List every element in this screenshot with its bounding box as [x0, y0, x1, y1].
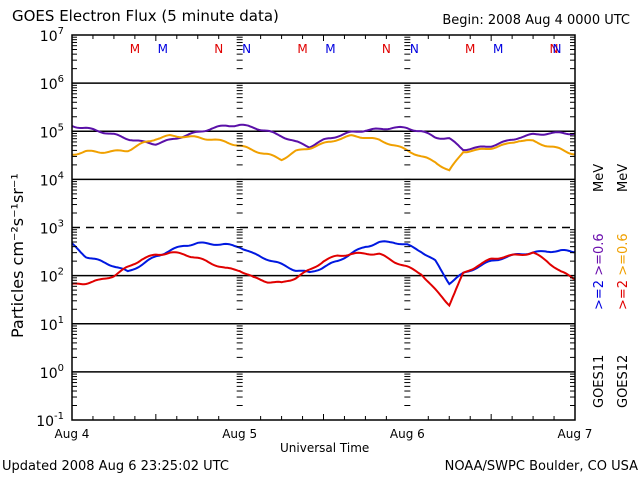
series-line-goes11-0-6-mev	[71, 123, 576, 152]
legend-entry: >=0.6	[616, 233, 631, 280]
y-tick-label: 106	[40, 74, 64, 93]
legend-entry: >=2	[616, 280, 631, 310]
marker-M: M	[325, 42, 335, 56]
series-layer	[71, 123, 576, 308]
marker-N: N	[553, 42, 562, 56]
marker-M: M	[130, 42, 140, 56]
credit-label: NOAA/SWPC Boulder, CO USA	[444, 459, 638, 474]
updated-timestamp: Updated 2008 Aug 6 23:25:02 UTC	[2, 459, 229, 474]
legend-unit: MeV	[616, 164, 631, 192]
marker-N: N	[550, 42, 559, 56]
y-tick-label: 101	[40, 315, 64, 334]
legend-entries-goes11: >=2 >=0.6	[592, 233, 607, 310]
marker-M: M	[465, 42, 475, 56]
marker-M: M	[493, 42, 503, 56]
legend-entry: >=2	[592, 280, 607, 310]
series-line-goes12-2-mev	[71, 251, 576, 308]
noon-midnight-markers: M M N N M M N N M M NN	[130, 42, 562, 56]
legend-entry: >=0.6	[592, 233, 607, 280]
legend: GOES11 >=2 >=0.6 MeV GOES12 >=2 >=0.6 MeV	[592, 164, 631, 408]
x-axis-label: Universal Time	[280, 441, 370, 455]
y-tick-label: 105	[40, 122, 64, 141]
plot-frame	[71, 34, 576, 421]
marker-N: N	[214, 42, 223, 56]
x-tick-label: Aug 6	[390, 427, 425, 441]
series-line-goes12-0-6-mev	[72, 133, 575, 172]
y-tick-label: 107	[40, 26, 64, 45]
legend-satellite-goes12: GOES12	[616, 355, 631, 408]
legend-entries-goes12: >=2 >=0.6	[616, 233, 631, 310]
marker-M: M	[158, 42, 168, 56]
x-tick-label: Aug 5	[222, 427, 257, 441]
x-tick-label: Aug 7	[558, 427, 593, 441]
marker-N: N	[410, 42, 419, 56]
begin-time-label: Begin: 2008 Aug 4 0000 UTC	[442, 13, 630, 28]
legend-unit: MeV	[592, 164, 607, 192]
marker-N: N	[382, 42, 391, 56]
y-tick-labels: 107 106 105 104 103 102 101 100 10-1	[36, 26, 64, 430]
y-tick-label: 103	[40, 219, 64, 238]
y-tick-label: 102	[40, 267, 64, 286]
chart-title: GOES Electron Flux (5 minute data)	[12, 7, 279, 25]
y-tick-label: 10-1	[36, 411, 64, 430]
grid-lines	[72, 82, 575, 373]
y-tick-label: 100	[40, 363, 64, 382]
marker-M: M	[297, 42, 307, 56]
y-tick-label: 104	[40, 170, 64, 189]
x-tick-label: Aug 4	[55, 427, 90, 441]
series-line-goes11-2-mev	[71, 240, 576, 286]
legend-satellite-goes11: GOES11	[592, 355, 607, 408]
marker-N: N	[242, 42, 251, 56]
x-tick-labels: Aug 4 Aug 5 Aug 6 Aug 7	[55, 427, 593, 441]
